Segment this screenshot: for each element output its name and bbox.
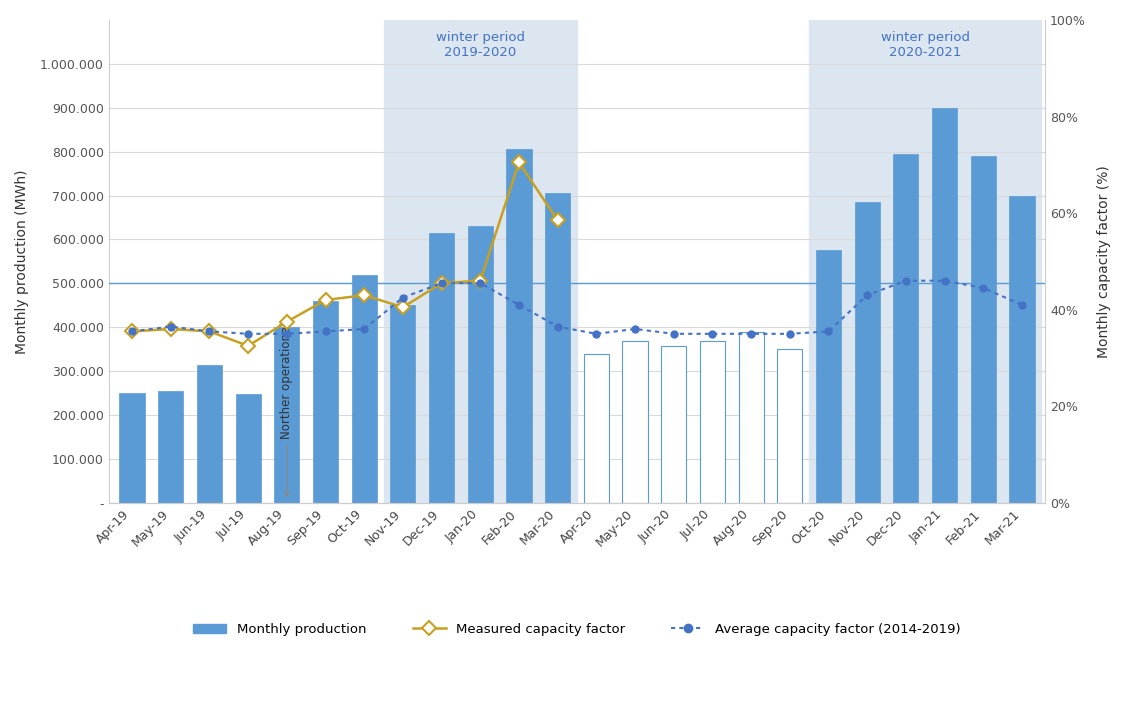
Bar [197,365,222,503]
Bar [119,393,144,503]
Bar [351,275,377,503]
Text: Norther operational: Norther operational [280,322,293,497]
Bar [275,327,300,503]
Bar [467,226,493,503]
Bar [816,250,841,503]
Bar [855,202,879,503]
Bar [235,394,261,503]
Bar [661,346,687,503]
Text: winter period
2019-2020: winter period 2019-2020 [436,31,525,59]
Bar [158,391,184,503]
Bar [932,107,957,503]
Bar [777,349,803,503]
Bar [1009,195,1035,503]
Bar [739,332,763,503]
Y-axis label: Monthly production (MWh): Monthly production (MWh) [15,169,29,353]
Y-axis label: Monthly capacity factor (%): Monthly capacity factor (%) [1097,165,1111,358]
Bar [810,20,1042,503]
Bar [700,341,725,503]
Bar [623,341,647,503]
Bar [391,305,415,503]
Text: winter period
2020-2021: winter period 2020-2021 [881,31,969,59]
Bar [971,156,995,503]
Bar [313,301,338,503]
Bar [545,193,570,503]
Bar [893,154,919,503]
Bar [384,20,577,503]
Legend: Monthly production, Measured capacity factor, Average capacity factor (2014-2019: Monthly production, Measured capacity fa… [188,617,966,641]
Bar [583,353,609,503]
Bar [507,149,531,503]
Bar [429,233,454,503]
